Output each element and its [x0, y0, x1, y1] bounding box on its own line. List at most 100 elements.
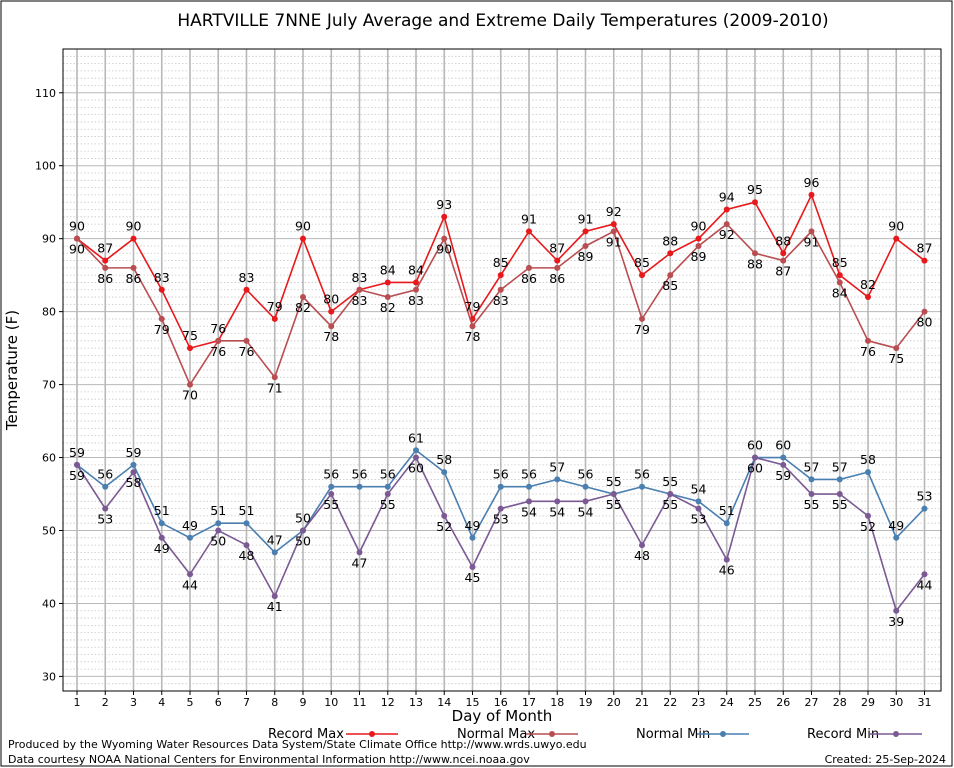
- data-point: [639, 272, 645, 279]
- y-tick-label: 100: [35, 160, 56, 173]
- data-label: 56: [493, 467, 509, 482]
- data-point: [74, 461, 80, 468]
- data-label: 56: [634, 467, 650, 482]
- data-label: 50: [295, 511, 311, 526]
- data-point: [130, 235, 137, 242]
- data-point: [158, 286, 165, 293]
- y-tick-label: 50: [42, 525, 56, 538]
- data-label: 59: [69, 468, 85, 483]
- x-tick-label: 31: [918, 696, 932, 709]
- data-label: 87: [775, 264, 791, 279]
- data-label: 83: [408, 293, 424, 308]
- data-point: [328, 483, 335, 490]
- legend-swatch-marker: [369, 731, 375, 737]
- data-label: 85: [832, 255, 848, 270]
- data-point: [271, 593, 278, 600]
- data-label: 88: [747, 256, 763, 271]
- chart-title: HARTVILLE 7NNE July Average and Extreme …: [177, 11, 828, 31]
- data-point: [639, 542, 645, 549]
- data-label: 92: [719, 227, 735, 242]
- data-label: 94: [719, 190, 735, 205]
- data-label: 49: [154, 541, 170, 556]
- data-point: [469, 534, 476, 541]
- data-label: 47: [267, 532, 283, 547]
- data-label: 90: [126, 219, 142, 234]
- data-label: 54: [691, 481, 707, 496]
- data-point: [780, 257, 787, 264]
- x-tick-label: 26: [776, 696, 790, 709]
- data-label: 53: [917, 489, 933, 504]
- data-point: [413, 286, 419, 293]
- series-group: [74, 191, 928, 614]
- series-record-max: [74, 191, 928, 352]
- data-label: 56: [521, 467, 537, 482]
- y-tick-label: 80: [42, 306, 56, 319]
- data-point: [667, 272, 674, 279]
- data-label: 76: [860, 344, 876, 359]
- x-tick-label: 15: [466, 696, 480, 709]
- data-label: 86: [521, 271, 537, 286]
- x-tick-label: 19: [579, 696, 593, 709]
- data-point: [667, 250, 674, 257]
- data-label: 59: [69, 445, 85, 460]
- data-label: 59: [775, 468, 791, 483]
- data-point: [639, 483, 645, 490]
- data-label: 52: [436, 519, 452, 534]
- data-point: [300, 294, 306, 301]
- data-label: 90: [436, 242, 452, 257]
- data-point: [441, 512, 448, 519]
- data-label: 86: [97, 271, 113, 286]
- data-label: 85: [493, 255, 509, 270]
- data-point: [921, 308, 928, 315]
- data-label: 51: [210, 503, 226, 518]
- data-point: [384, 294, 391, 301]
- x-tick-label: 3: [130, 696, 137, 709]
- data-label: 78: [465, 329, 481, 344]
- data-label: 83: [352, 270, 368, 285]
- data-point: [271, 315, 278, 322]
- data-point: [808, 191, 815, 198]
- data-point: [413, 279, 419, 286]
- data-label: 84: [832, 285, 848, 300]
- legend-swatch-marker: [720, 731, 726, 737]
- data-label: 41: [267, 599, 283, 614]
- data-label: 56: [380, 467, 396, 482]
- data-point: [469, 563, 476, 570]
- data-point: [526, 498, 532, 505]
- data-label: 60: [408, 461, 424, 476]
- data-label: 84: [408, 262, 424, 277]
- data-point: [836, 279, 843, 286]
- data-point: [271, 374, 278, 381]
- data-label: 90: [69, 219, 85, 234]
- data-label: 87: [549, 241, 565, 256]
- data-point: [752, 199, 758, 206]
- data-point: [74, 235, 80, 242]
- x-tick-label: 13: [409, 696, 423, 709]
- x-tick-label: 22: [663, 696, 677, 709]
- data-point: [469, 323, 476, 330]
- data-label: 90: [888, 219, 904, 234]
- data-point: [300, 527, 306, 534]
- series-record-min: [74, 454, 928, 614]
- data-label: 47: [352, 555, 368, 570]
- x-tick-label: 1: [74, 696, 81, 709]
- plot-area: [62, 48, 942, 692]
- data-label: 60: [747, 438, 763, 453]
- data-point: [780, 454, 787, 461]
- data-label: 60: [747, 461, 763, 476]
- data-point: [695, 505, 702, 512]
- data-point: [893, 235, 900, 242]
- data-point: [808, 491, 815, 498]
- data-label: 86: [126, 271, 142, 286]
- data-point: [158, 534, 165, 541]
- data-point: [102, 264, 109, 271]
- data-label: 90: [691, 219, 707, 234]
- data-label: 44: [182, 577, 198, 592]
- data-label: 79: [465, 299, 481, 314]
- data-label: 83: [154, 270, 170, 285]
- data-point: [384, 483, 391, 490]
- x-tick-label: 30: [889, 696, 903, 709]
- data-point: [554, 257, 561, 264]
- data-point: [667, 491, 674, 498]
- data-point: [836, 272, 843, 279]
